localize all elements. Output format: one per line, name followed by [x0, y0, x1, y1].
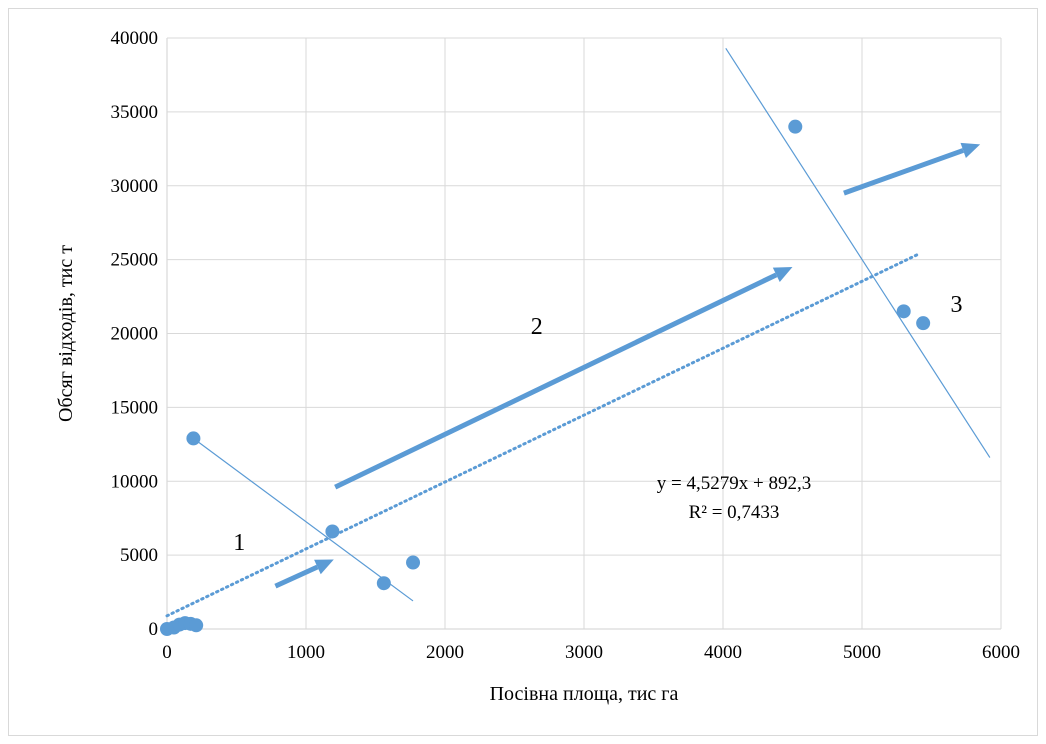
region-label: 2 [531, 314, 543, 340]
segment-line [193, 437, 414, 602]
y-tick-label: 0 [149, 619, 159, 640]
x-tick-label: 4000 [704, 642, 742, 663]
x-tick-label: 2000 [426, 642, 464, 663]
y-tick-label: 35000 [111, 102, 159, 123]
y-tick-label: 10000 [111, 471, 159, 492]
trendline-equation: y = 4,5279x + 892,3 [657, 473, 811, 494]
trend-arrow [334, 267, 793, 490]
x-axis-title: Посівна площа, тис га [490, 683, 679, 705]
trend-arrow [843, 142, 981, 196]
x-tick-labels: 0 1000 2000 3000 4000 5000 6000 [162, 642, 1020, 663]
axes [166, 38, 1001, 630]
x-tick-label: 5000 [843, 642, 881, 663]
y-tick-label: 15000 [111, 397, 159, 418]
data-point [406, 555, 421, 570]
fit-lines [165, 48, 991, 618]
x-tick-label: 6000 [982, 642, 1020, 663]
trend-arrows [274, 142, 981, 589]
gridlines [167, 37, 1002, 629]
data-point [788, 119, 803, 134]
y-tick-labels: 0 5000 10000 15000 20000 25000 30000 35000 40000 [111, 28, 159, 640]
data-point [916, 316, 931, 331]
data-point [896, 304, 911, 319]
data-point [186, 431, 201, 446]
data-point [376, 576, 391, 591]
region-label: 3 [951, 292, 963, 318]
segment-line [725, 48, 991, 458]
x-tick-label: 3000 [565, 642, 603, 663]
data-point [325, 524, 340, 539]
y-tick-label: 20000 [111, 324, 159, 345]
trend-arrow [274, 559, 334, 589]
y-axis-title: Обсяг відходів, тис т [55, 245, 77, 422]
region-label: 1 [233, 530, 245, 556]
linear-trendline [165, 253, 920, 618]
y-tick-label: 40000 [111, 28, 159, 49]
data-points [160, 119, 931, 636]
y-tick-label: 25000 [111, 250, 159, 271]
y-tick-label: 5000 [120, 545, 158, 566]
x-tick-label: 0 [162, 642, 172, 663]
y-tick-label: 30000 [111, 176, 159, 197]
chart-frame [8, 8, 1038, 736]
data-point [189, 618, 204, 633]
x-tick-label: 1000 [287, 642, 325, 663]
trendline-r-squared: R² = 0,7433 [689, 502, 780, 523]
annotations: 1 2 3 [233, 292, 962, 556]
